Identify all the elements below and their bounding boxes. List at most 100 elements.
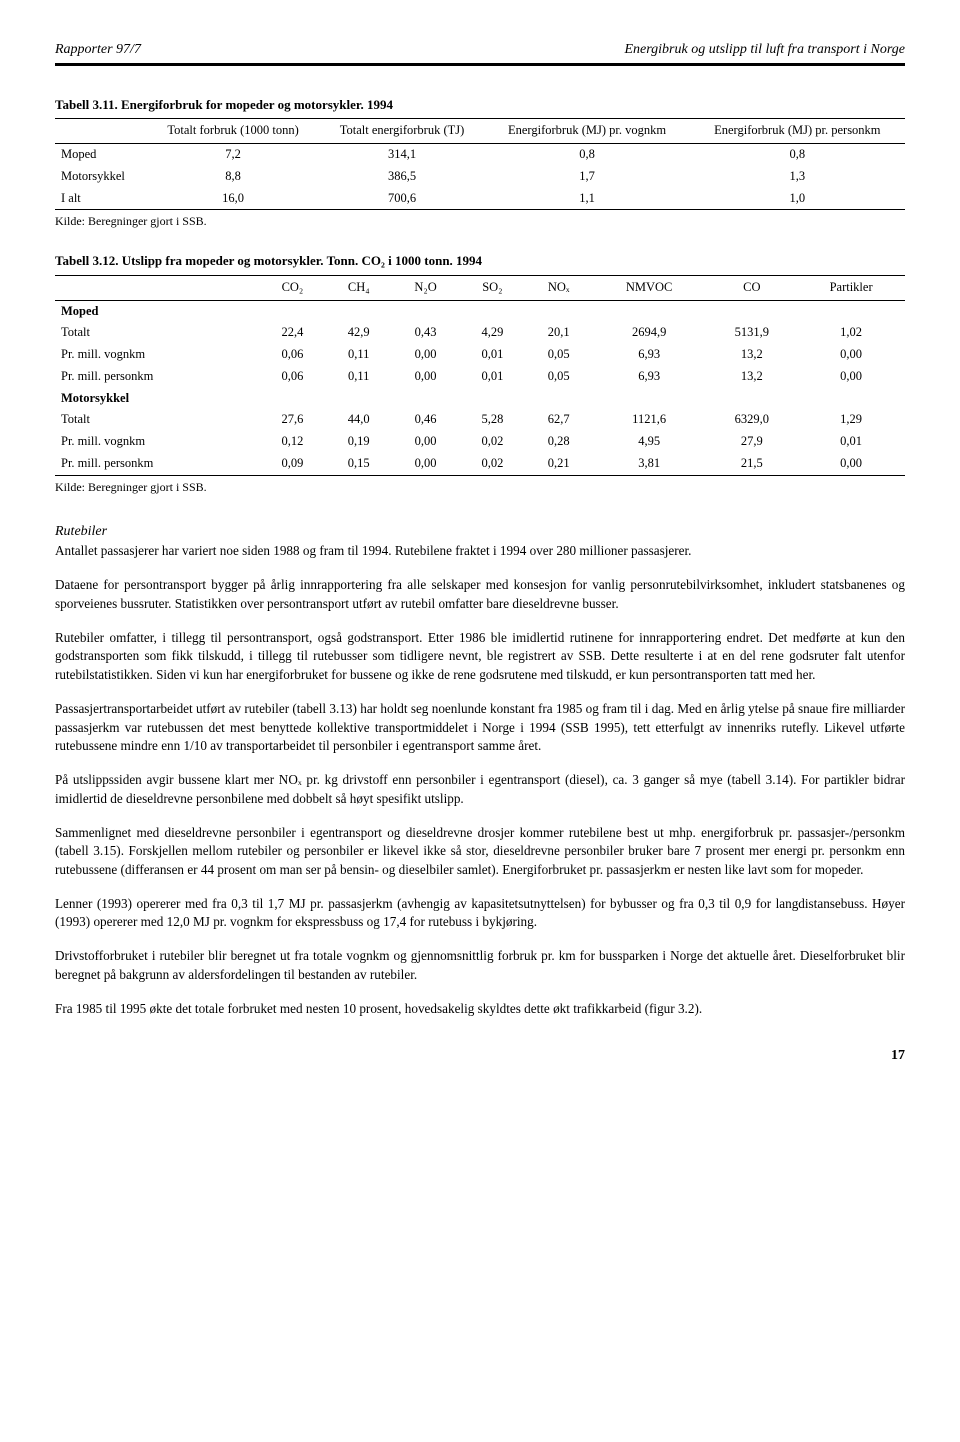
t2-h5: NOₓ <box>526 275 592 300</box>
table-cell: 1,7 <box>484 166 689 188</box>
table-cell: 0,01 <box>459 344 525 366</box>
page-number: 17 <box>55 1046 905 1066</box>
t2-h3: N₂O <box>392 275 459 300</box>
table-cell: 22,4 <box>259 322 325 344</box>
table-cell <box>592 300 707 322</box>
table-cell: 0,43 <box>392 322 459 344</box>
t2-h6: NMVOC <box>592 275 707 300</box>
body-paragraph: Passasjertransportarbeidet utført av rut… <box>55 700 905 756</box>
table-cell <box>459 388 525 410</box>
table-cell: 62,7 <box>526 409 592 431</box>
table1-source: Kilde: Beregninger gjort i SSB. <box>55 213 905 230</box>
table-row: Pr. mill. vognkm0,120,190,000,020,284,95… <box>55 431 905 453</box>
table-cell: 0,01 <box>797 431 905 453</box>
table-cell: 0,06 <box>259 344 325 366</box>
table-row: Pr. mill. personkm0,090,150,000,020,213,… <box>55 453 905 475</box>
table-cell: 0,06 <box>259 366 325 388</box>
body-paragraph: På utslippssiden avgir bussene klart mer… <box>55 771 905 808</box>
table-cell: 0,21 <box>526 453 592 475</box>
table-cell: 6329,0 <box>706 409 797 431</box>
table-cell <box>526 300 592 322</box>
table-cell: 0,15 <box>326 453 392 475</box>
table-cell: 42,9 <box>326 322 392 344</box>
t1-h1: Totalt forbruk (1000 tonn) <box>147 119 320 144</box>
table-cell: 0,00 <box>392 344 459 366</box>
table-cell: Pr. mill. personkm <box>55 366 259 388</box>
table-cell <box>326 388 392 410</box>
table-cell <box>706 300 797 322</box>
table-cell: 0,05 <box>526 366 592 388</box>
table-cell: 6,93 <box>592 344 707 366</box>
table2-title: Tabell 3.12. Utslipp fra mopeder og moto… <box>55 252 905 270</box>
table-cell: 1,3 <box>690 166 905 188</box>
table-cell: 44,0 <box>326 409 392 431</box>
table-cell: Moped <box>55 144 147 166</box>
body-paragraph: Fra 1985 til 1995 økte det totale forbru… <box>55 1000 905 1019</box>
table-cell: 0,28 <box>526 431 592 453</box>
table-cell: 700,6 <box>320 188 485 210</box>
table-row: Pr. mill. personkm0,060,110,000,010,056,… <box>55 366 905 388</box>
table-emissions: CO₂ CH₄ N₂O SO₂ NOₓ NMVOC CO Partikler M… <box>55 275 905 476</box>
table-cell <box>797 300 905 322</box>
table-cell <box>592 388 707 410</box>
table-cell: 1,29 <box>797 409 905 431</box>
table-cell: 0,05 <box>526 344 592 366</box>
table-cell <box>459 300 525 322</box>
table-cell <box>259 388 325 410</box>
table-cell: 13,2 <box>706 344 797 366</box>
table-row: Motorsykkel <box>55 388 905 410</box>
table-cell: Totalt <box>55 409 259 431</box>
table-cell: 0,02 <box>459 431 525 453</box>
t2-h8: Partikler <box>797 275 905 300</box>
table-cell: 6,93 <box>592 366 707 388</box>
table-cell: 27,6 <box>259 409 325 431</box>
table-cell: 5,28 <box>459 409 525 431</box>
table-cell <box>326 300 392 322</box>
table-cell: 0,00 <box>392 366 459 388</box>
page-header: Rapporter 97/7 Energibruk og utslipp til… <box>55 40 905 60</box>
body-paragraph: Sammenlignet med dieseldrevne personbile… <box>55 824 905 880</box>
table-row: Moped <box>55 300 905 322</box>
table-cell: 314,1 <box>320 144 485 166</box>
table-cell: 0,46 <box>392 409 459 431</box>
table-cell: 27,9 <box>706 431 797 453</box>
header-divider <box>55 63 905 66</box>
table-cell: 0,11 <box>326 344 392 366</box>
table-cell: Pr. mill. personkm <box>55 453 259 475</box>
header-left: Rapporter 97/7 <box>55 40 141 60</box>
table-cell: 1,02 <box>797 322 905 344</box>
table-cell: 386,5 <box>320 166 485 188</box>
header-right: Energibruk og utslipp til luft fra trans… <box>624 40 905 60</box>
table-cell: 4,29 <box>459 322 525 344</box>
table-cell: 20,1 <box>526 322 592 344</box>
t2-h2: CH₄ <box>326 275 392 300</box>
table-cell: 0,11 <box>326 366 392 388</box>
table-cell: Totalt <box>55 322 259 344</box>
table-cell: 13,2 <box>706 366 797 388</box>
table-cell: 3,81 <box>592 453 707 475</box>
body-text-container: Antallet passasjerer har variert noe sid… <box>55 542 905 1018</box>
body-paragraph: Lenner (1993) opererer med fra 0,3 til 1… <box>55 895 905 932</box>
table-cell: Pr. mill. vognkm <box>55 344 259 366</box>
table-cell: 2694,9 <box>592 322 707 344</box>
table-cell: 0,8 <box>690 144 905 166</box>
table-cell: 5131,9 <box>706 322 797 344</box>
t1-h2: Totalt energiforbruk (TJ) <box>320 119 485 144</box>
table-cell: 0,02 <box>459 453 525 475</box>
table-cell: 0,12 <box>259 431 325 453</box>
body-paragraph: Drivstofforbruket i rutebiler blir bereg… <box>55 947 905 984</box>
table-cell: 0,00 <box>392 453 459 475</box>
body-paragraph: Antallet passasjerer har variert noe sid… <box>55 542 905 561</box>
table-cell: 4,95 <box>592 431 707 453</box>
table-row: Moped7,2314,10,80,8 <box>55 144 905 166</box>
table-cell: 21,5 <box>706 453 797 475</box>
table-cell: 8,8 <box>147 166 320 188</box>
table-cell: I alt <box>55 188 147 210</box>
table-cell: 1121,6 <box>592 409 707 431</box>
body-paragraph: Rutebiler omfatter, i tillegg til person… <box>55 629 905 685</box>
table-cell: Moped <box>55 300 259 322</box>
t1-h3: Energiforbruk (MJ) pr. vognkm <box>484 119 689 144</box>
t1-h4: Energiforbruk (MJ) pr. personkm <box>690 119 905 144</box>
table-cell: Motorsykkel <box>55 166 147 188</box>
table-cell: 0,00 <box>797 344 905 366</box>
